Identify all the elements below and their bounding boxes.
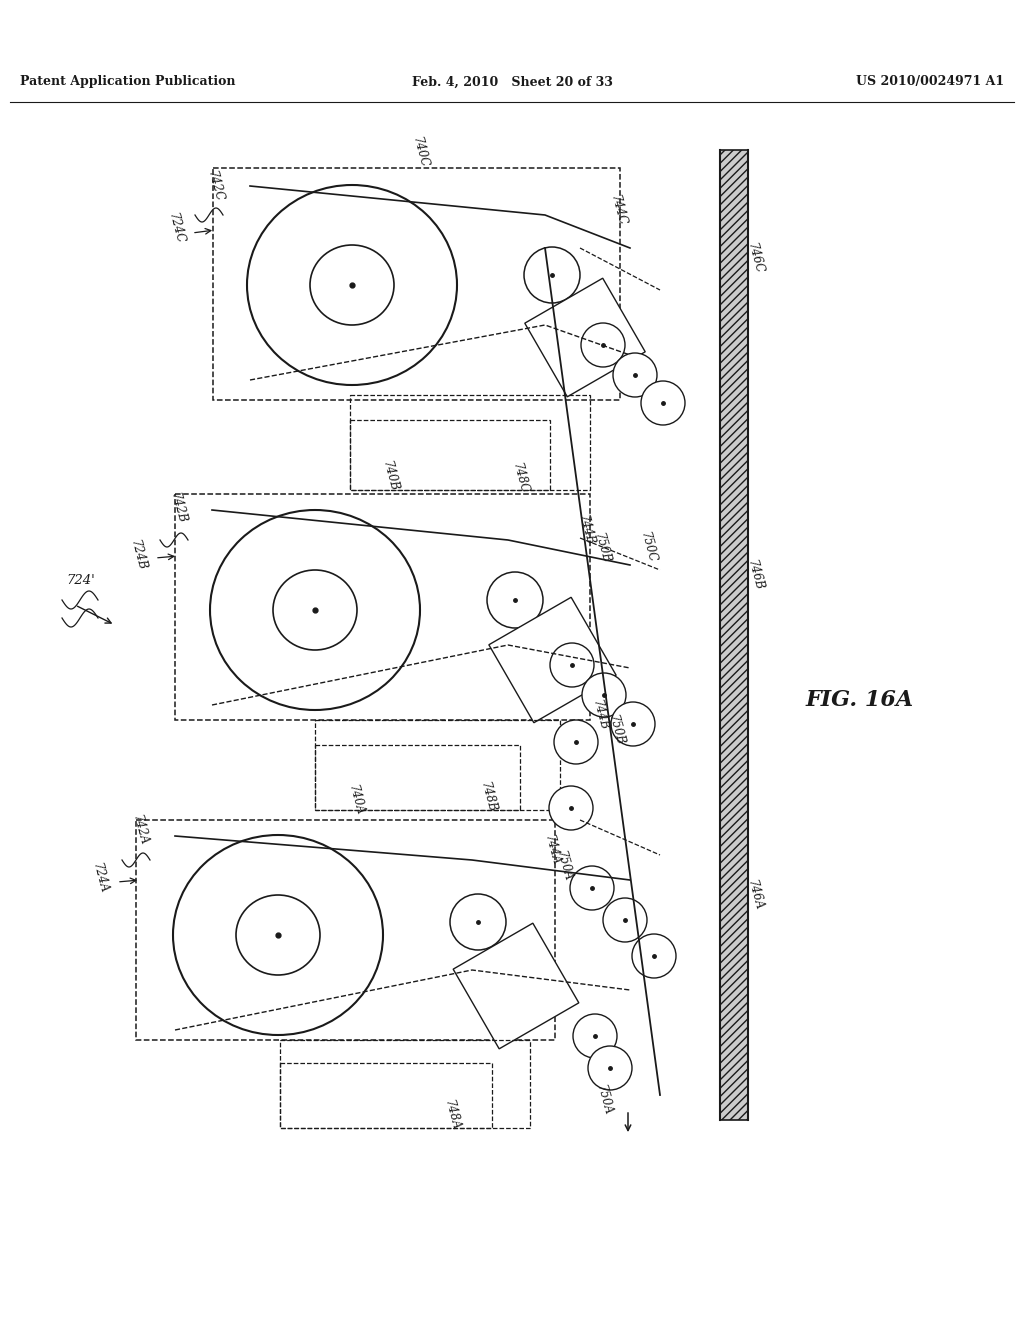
Ellipse shape bbox=[613, 352, 657, 397]
Bar bbox=[280, 1063, 492, 1129]
Ellipse shape bbox=[570, 866, 614, 909]
Text: 742A: 742A bbox=[130, 813, 151, 846]
Text: 746A: 746A bbox=[744, 878, 765, 912]
Text: 740B: 740B bbox=[380, 459, 400, 492]
Bar bbox=[315, 719, 560, 810]
Text: 744A: 744A bbox=[542, 833, 562, 867]
Ellipse shape bbox=[173, 836, 383, 1035]
Bar bbox=[720, 150, 748, 1119]
Bar bbox=[315, 744, 520, 810]
Text: 746C: 746C bbox=[744, 242, 765, 275]
Ellipse shape bbox=[210, 510, 420, 710]
Ellipse shape bbox=[450, 894, 506, 950]
Ellipse shape bbox=[581, 323, 625, 367]
Ellipse shape bbox=[632, 935, 676, 978]
Text: US 2010/0024971 A1: US 2010/0024971 A1 bbox=[856, 75, 1004, 88]
Text: FIG. 16A: FIG. 16A bbox=[806, 689, 914, 711]
Text: 750A: 750A bbox=[554, 849, 574, 883]
Ellipse shape bbox=[588, 1045, 632, 1090]
Text: 724B: 724B bbox=[128, 539, 148, 572]
Text: 750B: 750B bbox=[605, 713, 627, 747]
Text: 748B: 748B bbox=[477, 780, 499, 813]
Text: 744B: 744B bbox=[575, 513, 596, 546]
Ellipse shape bbox=[611, 702, 655, 746]
Text: 742C: 742C bbox=[205, 169, 225, 203]
Ellipse shape bbox=[524, 247, 580, 304]
Text: Patent Application Publication: Patent Application Publication bbox=[20, 75, 236, 88]
Ellipse shape bbox=[487, 572, 543, 628]
Text: Feb. 4, 2010   Sheet 20 of 33: Feb. 4, 2010 Sheet 20 of 33 bbox=[412, 75, 612, 88]
Text: 744B: 744B bbox=[590, 698, 610, 731]
Text: 750C: 750C bbox=[638, 531, 658, 564]
Text: 724C: 724C bbox=[166, 211, 186, 246]
Text: 742B: 742B bbox=[168, 491, 188, 525]
Text: 748C: 748C bbox=[510, 461, 530, 495]
Bar bbox=[213, 168, 620, 400]
Ellipse shape bbox=[550, 643, 594, 686]
Bar bbox=[175, 494, 590, 719]
Ellipse shape bbox=[573, 1014, 617, 1059]
Text: 744C: 744C bbox=[607, 193, 629, 227]
Ellipse shape bbox=[247, 185, 457, 385]
Bar bbox=[350, 395, 590, 490]
Text: 740A: 740A bbox=[346, 783, 367, 817]
Bar bbox=[136, 820, 555, 1040]
Ellipse shape bbox=[554, 719, 598, 764]
Text: 750A: 750A bbox=[594, 1084, 614, 1117]
Text: 740C: 740C bbox=[410, 135, 430, 169]
Text: 748A: 748A bbox=[441, 1098, 462, 1131]
Polygon shape bbox=[488, 597, 616, 723]
Ellipse shape bbox=[310, 246, 394, 325]
Ellipse shape bbox=[236, 895, 319, 975]
Ellipse shape bbox=[641, 381, 685, 425]
Ellipse shape bbox=[582, 673, 626, 717]
Text: 750B: 750B bbox=[592, 531, 612, 565]
Ellipse shape bbox=[549, 785, 593, 830]
Ellipse shape bbox=[273, 570, 357, 649]
Ellipse shape bbox=[603, 898, 647, 942]
Text: 724A: 724A bbox=[90, 862, 111, 895]
Polygon shape bbox=[524, 279, 645, 397]
Text: 724': 724' bbox=[66, 573, 95, 586]
Bar bbox=[280, 1040, 530, 1129]
Text: 746B: 746B bbox=[744, 558, 765, 591]
Bar bbox=[350, 420, 550, 490]
Polygon shape bbox=[454, 923, 579, 1049]
